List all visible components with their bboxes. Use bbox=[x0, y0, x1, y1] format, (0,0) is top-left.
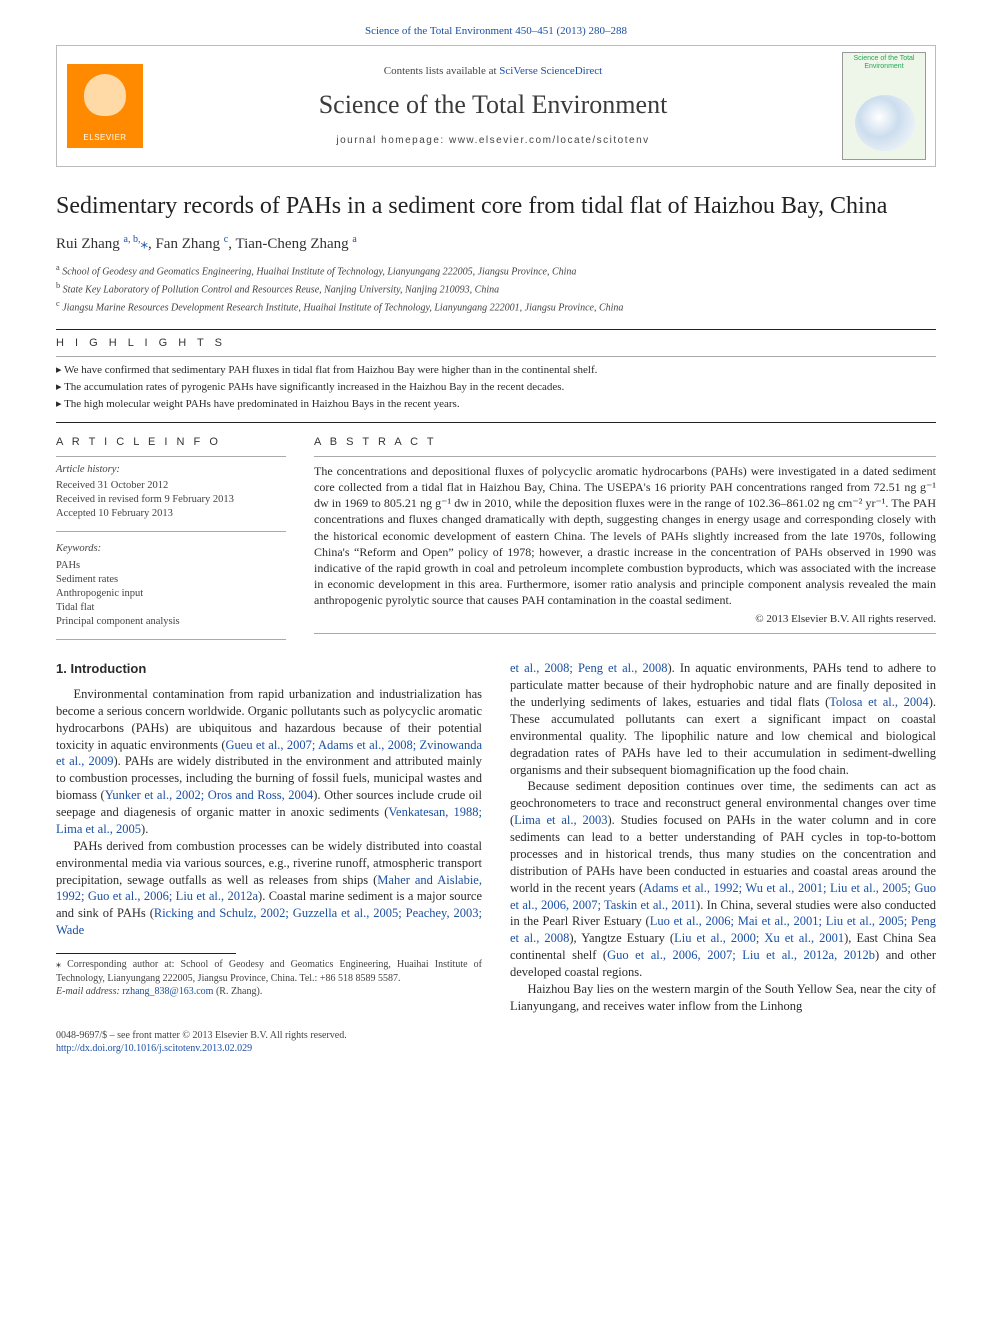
header-center: Contents lists available at SciVerse Sci… bbox=[153, 46, 833, 166]
citation[interactable]: Yunker et al., 2002; Oros and Ross, 2004 bbox=[105, 788, 314, 802]
doi-link[interactable]: http://dx.doi.org/10.1016/j.scitotenv.20… bbox=[56, 1043, 252, 1054]
info-abstract-row: A R T I C L E I N F O Article history: R… bbox=[56, 429, 936, 640]
publisher-logo-wrap: ELSEVIER bbox=[57, 46, 153, 166]
homepage-url[interactable]: www.elsevier.com/locate/scitotenv bbox=[449, 135, 650, 146]
journal-cover-graphic bbox=[855, 95, 915, 151]
email-footnote: E-mail address: rzhang_838@163.com (R. Z… bbox=[56, 985, 482, 999]
citation[interactable]: Liu et al., 2000; Xu et al., 2001 bbox=[674, 931, 844, 945]
journal-name: Science of the Total Environment bbox=[157, 87, 829, 122]
highlight-item: The accumulation rates of pyrogenic PAHs… bbox=[56, 380, 936, 395]
rule-abs-bottom bbox=[314, 633, 936, 634]
para-1: Environmental contamination from rapid u… bbox=[56, 686, 482, 838]
highlights-list: We have confirmed that sedimentary PAH f… bbox=[56, 363, 936, 412]
history-item: Accepted 10 February 2013 bbox=[56, 507, 286, 521]
article-title: Sedimentary records of PAHs in a sedimen… bbox=[56, 191, 936, 221]
keywords-list: PAHsSediment ratesAnthropogenic inputTid… bbox=[56, 559, 286, 630]
affiliation: a School of Geodesy and Geomatics Engine… bbox=[56, 262, 936, 279]
highlights-block: We have confirmed that sedimentary PAH f… bbox=[56, 363, 936, 412]
keyword-item: Principal component analysis bbox=[56, 615, 286, 629]
email-suffix: (R. Zhang). bbox=[213, 986, 262, 997]
t: ), Yangtze Estuary ( bbox=[569, 931, 674, 945]
highlight-item: We have confirmed that sedimentary PAH f… bbox=[56, 363, 936, 378]
citation[interactable]: Lima et al., 2003 bbox=[514, 813, 607, 827]
abstract-col: A B S T R A C T The concentrations and d… bbox=[314, 429, 936, 640]
citation[interactable]: et al., 2008; Peng et al., 2008 bbox=[510, 661, 667, 675]
abstract-text: The concentrations and depositional flux… bbox=[314, 463, 936, 609]
journal-cover-title: Science of the Total Environment bbox=[843, 53, 925, 70]
front-matter: 0048-9697/$ – see front matter © 2013 El… bbox=[56, 1029, 347, 1043]
top-citation-link[interactable]: Science of the Total Environment 450–451… bbox=[365, 25, 627, 37]
para-4: Because sediment deposition continues ov… bbox=[510, 778, 936, 981]
elsevier-logo-text: ELSEVIER bbox=[83, 133, 126, 144]
abstract-label: A B S T R A C T bbox=[314, 435, 936, 450]
keyword-item: PAHs bbox=[56, 559, 286, 573]
article-info-label: A R T I C L E I N F O bbox=[56, 435, 286, 450]
bottom-left: 0048-9697/$ – see front matter © 2013 El… bbox=[56, 1029, 347, 1056]
section-heading-1: 1. Introduction bbox=[56, 660, 482, 678]
para-3: et al., 2008; Peng et al., 2008). In aqu… bbox=[510, 660, 936, 778]
corr-footnote: ⁎ Corresponding author at: School of Geo… bbox=[56, 958, 482, 985]
contents-line: Contents lists available at SciVerse Sci… bbox=[157, 64, 829, 79]
footnote-rule bbox=[56, 953, 236, 954]
affiliation: c Jiangsu Marine Resources Development R… bbox=[56, 298, 936, 315]
keyword-item: Anthropogenic input bbox=[56, 587, 286, 601]
rule-info bbox=[56, 456, 286, 457]
keyword-item: Tidal flat bbox=[56, 601, 286, 615]
homepage-line: journal homepage: www.elsevier.com/locat… bbox=[157, 134, 829, 148]
email-label: E-mail address: bbox=[56, 986, 122, 997]
keyword-item: Sediment rates bbox=[56, 573, 286, 587]
body-columns: 1. Introduction Environmental contaminat… bbox=[56, 660, 936, 1014]
article-info-col: A R T I C L E I N F O Article history: R… bbox=[56, 429, 286, 640]
elsevier-logo: ELSEVIER bbox=[67, 64, 143, 148]
bottom-meta: 0048-9697/$ – see front matter © 2013 El… bbox=[56, 1029, 936, 1056]
contents-prefix: Contents lists available at bbox=[384, 65, 499, 77]
journal-cover: Science of the Total Environment bbox=[842, 52, 926, 160]
rule-1 bbox=[56, 329, 936, 330]
keywords-head: Keywords: bbox=[56, 542, 286, 556]
abstract-copyright: © 2013 Elsevier B.V. All rights reserved… bbox=[314, 612, 936, 627]
citation[interactable]: Guo et al., 2006, 2007; Liu et al., 2012… bbox=[607, 948, 875, 962]
journal-cover-wrap: Science of the Total Environment bbox=[833, 46, 935, 166]
rule-3 bbox=[56, 422, 936, 423]
corr-text: Corresponding author at: School of Geode… bbox=[56, 959, 482, 984]
top-citation: Science of the Total Environment 450–451… bbox=[56, 24, 936, 39]
para-5: Haizhou Bay lies on the western margin o… bbox=[510, 981, 936, 1015]
rule-kw bbox=[56, 531, 286, 532]
para-2: PAHs derived from combustion processes c… bbox=[56, 838, 482, 939]
rule-2 bbox=[56, 356, 936, 357]
citation[interactable]: Tolosa et al., 2004 bbox=[829, 695, 928, 709]
footnotes: ⁎ Corresponding author at: School of Geo… bbox=[56, 953, 482, 999]
highlight-item: The high molecular weight PAHs have pred… bbox=[56, 397, 936, 412]
highlights-label: H I G H L I G H T S bbox=[56, 336, 936, 351]
author-list: Rui Zhang a, b,⁎, Fan Zhang c, Tian-Chen… bbox=[56, 233, 936, 254]
history-item: Received 31 October 2012 bbox=[56, 479, 286, 493]
affiliation: b State Key Laboratory of Pollution Cont… bbox=[56, 280, 936, 297]
affiliations: a School of Geodesy and Geomatics Engine… bbox=[56, 262, 936, 314]
email-link[interactable]: rzhang_838@163.com bbox=[122, 986, 213, 997]
t: ). bbox=[141, 822, 148, 836]
article-history-head: Article history: bbox=[56, 463, 286, 477]
history-item: Received in revised form 9 February 2013 bbox=[56, 493, 286, 507]
article-history: Received 31 October 2012Received in revi… bbox=[56, 479, 286, 522]
sciencedirect-link[interactable]: SciVerse ScienceDirect bbox=[499, 65, 602, 77]
homepage-prefix: journal homepage: bbox=[336, 135, 449, 146]
journal-header: ELSEVIER Contents lists available at Sci… bbox=[56, 45, 936, 167]
rule-abs bbox=[314, 456, 936, 457]
